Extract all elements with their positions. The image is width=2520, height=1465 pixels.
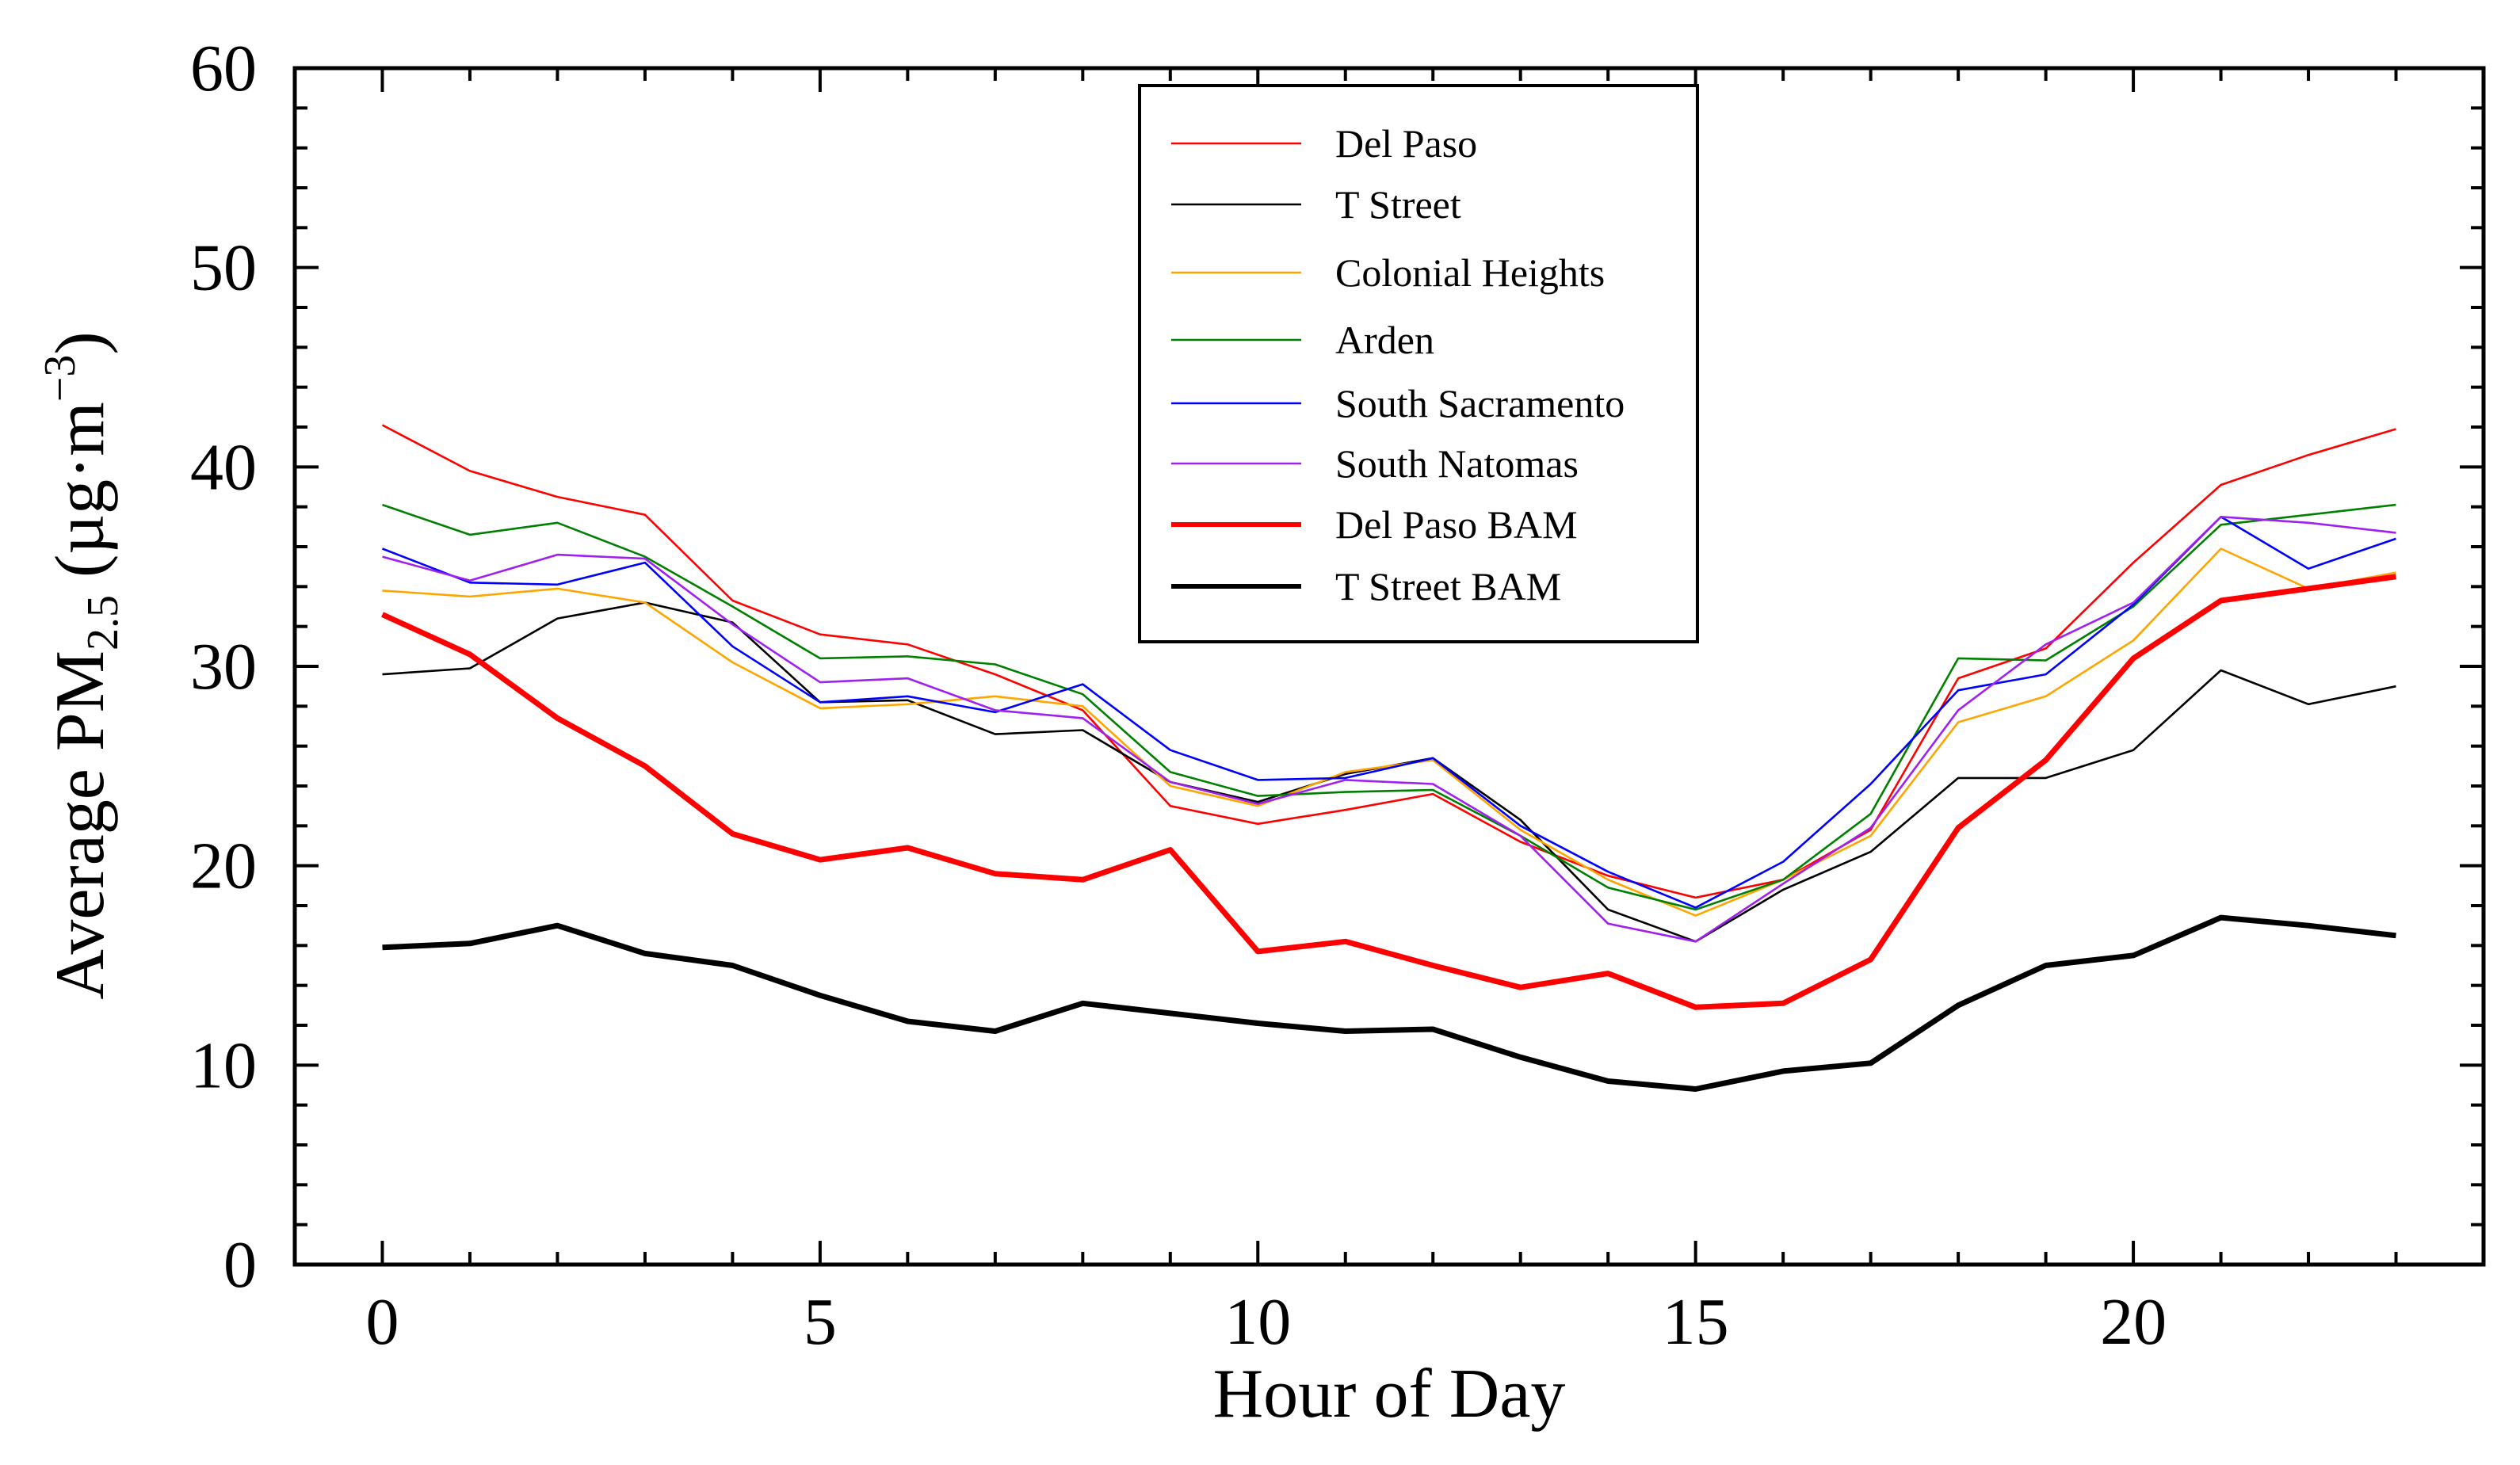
x-tick-label: 20 (2100, 1285, 2167, 1359)
x-tick-label: 15 (1663, 1285, 1729, 1359)
y-axis-title-superscript: −3 (36, 355, 85, 402)
legend-label-arden: Arden (1335, 318, 1434, 362)
y-tick-label: 20 (190, 830, 257, 903)
legend-label-t-street-bam: T Street BAM (1335, 564, 1561, 609)
x-tick-label: 0 (365, 1285, 399, 1359)
legend-label-south-sacramento: South Sacramento (1335, 381, 1625, 425)
y-axis-title: Average PM2.5 (µg·m−3) (36, 331, 128, 999)
legend-items: Del Paso T Street Colonial Heights Arden Sou… (1171, 121, 1625, 609)
y-tick-label: 60 (190, 32, 257, 105)
series-layer (381, 424, 2396, 1092)
y-axis-title-prefix: Average PM (42, 650, 119, 1000)
plot-frame (292, 66, 2486, 1267)
legend-label-del-paso: Del Paso (1335, 121, 1477, 166)
series-line-t-street (382, 601, 2396, 943)
series-line-colonial-heights (382, 547, 2396, 917)
y-axis-title-close: ) (42, 331, 119, 354)
x-tick-label: 5 (804, 1285, 837, 1359)
legend-box (1138, 84, 1699, 643)
y-tick-label: 10 (190, 1028, 257, 1102)
tick-labels-layer: 0 5 10 15 20 0 10 20 30 40 50 60 (190, 32, 2167, 1359)
series-line-del-paso-bam (381, 574, 2396, 1010)
series-line-t-street-bam (382, 914, 2396, 1092)
y-tick-label: 40 (190, 430, 257, 504)
legend-label-del-paso-bam: Del Paso BAM (1335, 502, 1578, 547)
series-line-arden (382, 503, 2396, 911)
y-tick-label: 30 (190, 630, 257, 704)
series-line-south-natomas (382, 515, 2396, 943)
legend-label-south-natomas: South Natomas (1335, 441, 1579, 486)
series-line-del-paso (381, 424, 2396, 899)
y-axis-title-subscript: 2.5 (78, 595, 128, 650)
y-axis-title-units: (µg·m (42, 402, 119, 595)
legend-label-t-street: T Street (1335, 182, 1461, 227)
series-line-south-sacramento (382, 515, 2396, 909)
legend-label-colonial-heights: Colonial Heights (1335, 250, 1605, 295)
y-tick-label: 50 (190, 231, 257, 305)
legend: Del Paso T Street Colonial Heights Arden Sou… (1138, 84, 1699, 643)
x-axis-title: Hour of Day (1213, 1356, 1566, 1433)
x-tick-label: 10 (1224, 1285, 1291, 1359)
y-tick-label: 0 (223, 1228, 257, 1302)
axis-ticks-layer (295, 67, 2484, 1266)
